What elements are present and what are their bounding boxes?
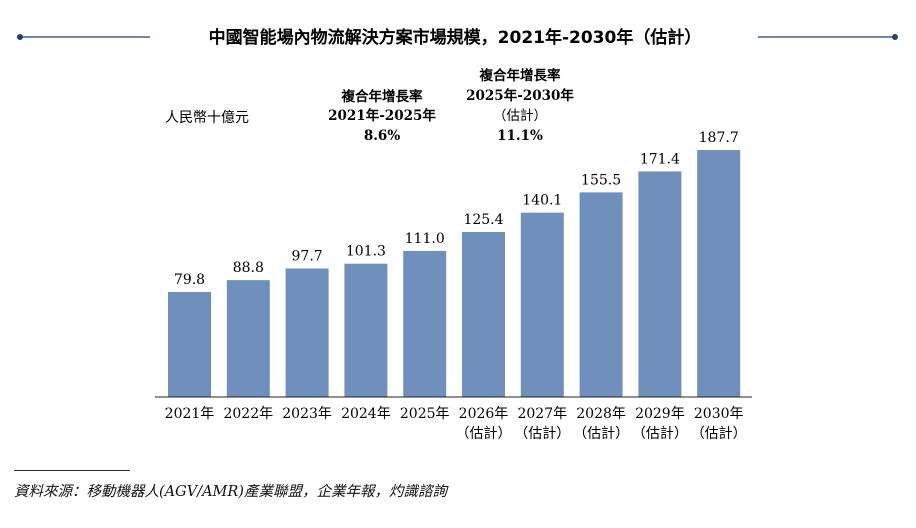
bar-7 bbox=[579, 192, 623, 397]
bar-9 bbox=[697, 150, 741, 397]
cagr-1-value: 8.6% bbox=[364, 128, 400, 144]
bar-4 bbox=[403, 250, 447, 397]
value-label-5: 125.4 bbox=[463, 212, 503, 228]
bar-1 bbox=[226, 280, 270, 397]
value-label-2: 97.7 bbox=[292, 248, 323, 264]
value-label-3: 101.3 bbox=[346, 244, 386, 260]
value-labels-group: 79.8 88.8 97.7 101.3 111.0 125.4 140.1 155.5 171… bbox=[174, 130, 739, 288]
cagr-2-line-1: 複合年增長率 bbox=[479, 67, 561, 84]
cagr-1-line-2: 2021年-2025年 bbox=[328, 107, 436, 124]
category-note-8: （估計） bbox=[632, 426, 688, 442]
category-label-6: 2027年 bbox=[517, 406, 567, 422]
category-note-7: （估計） bbox=[573, 426, 629, 442]
value-label-0: 79.8 bbox=[174, 272, 205, 288]
category-label-4: 2025年 bbox=[400, 406, 450, 422]
value-label-8: 171.4 bbox=[640, 151, 680, 167]
cagr-2-line-2: 2025年-2030年 bbox=[466, 87, 574, 104]
bar-0 bbox=[168, 291, 211, 397]
category-label-9: 2030年 bbox=[694, 406, 744, 422]
chart-title: 中國智能場內物流解決方案市場規模，2021年-2030年（估計） bbox=[209, 27, 702, 48]
cagr-2-value: 11.1% bbox=[497, 128, 543, 144]
value-label-7: 155.5 bbox=[581, 172, 621, 188]
category-label-7: 2028年 bbox=[576, 406, 626, 422]
source-note: 資料來源：移動機器人(AGV/AMR)產業聯盟，企業年報，灼識諮詢 bbox=[14, 484, 447, 500]
category-label-2: 2023年 bbox=[282, 406, 332, 422]
category-label-1: 2022年 bbox=[223, 406, 273, 422]
category-note-6: （估計） bbox=[514, 426, 570, 442]
title-rule-left-dot bbox=[17, 34, 23, 40]
category-note-9: （估計） bbox=[691, 426, 747, 442]
bars-group bbox=[168, 150, 741, 397]
value-label-1: 88.8 bbox=[233, 260, 264, 276]
category-label-8: 2029年 bbox=[635, 406, 685, 422]
bar-6 bbox=[520, 212, 564, 397]
cagr-1-line-1: 複合年增長率 bbox=[341, 88, 423, 105]
category-note-5: （估計） bbox=[456, 426, 512, 442]
category-label-3: 2024年 bbox=[341, 406, 391, 422]
category-label-5: 2026年 bbox=[459, 406, 509, 422]
bar-5 bbox=[462, 231, 505, 397]
source-rule bbox=[14, 470, 130, 471]
value-label-9: 187.7 bbox=[699, 130, 739, 146]
title-rule-right-dot bbox=[892, 34, 898, 40]
y-axis-label: 人民幣十億元 bbox=[165, 110, 249, 126]
value-label-6: 140.1 bbox=[522, 193, 562, 209]
value-label-4: 111.0 bbox=[405, 231, 445, 247]
cagr-2-line-3: （估計） bbox=[493, 108, 547, 124]
bar-3 bbox=[344, 263, 388, 397]
category-label-0: 2021年 bbox=[165, 406, 215, 422]
bar-8 bbox=[638, 171, 682, 397]
category-labels-group: 2021年 2022年 2023年 2024年 2025年 2026年 （估計） 2027年 （… bbox=[165, 406, 747, 442]
bar-2 bbox=[285, 268, 329, 397]
